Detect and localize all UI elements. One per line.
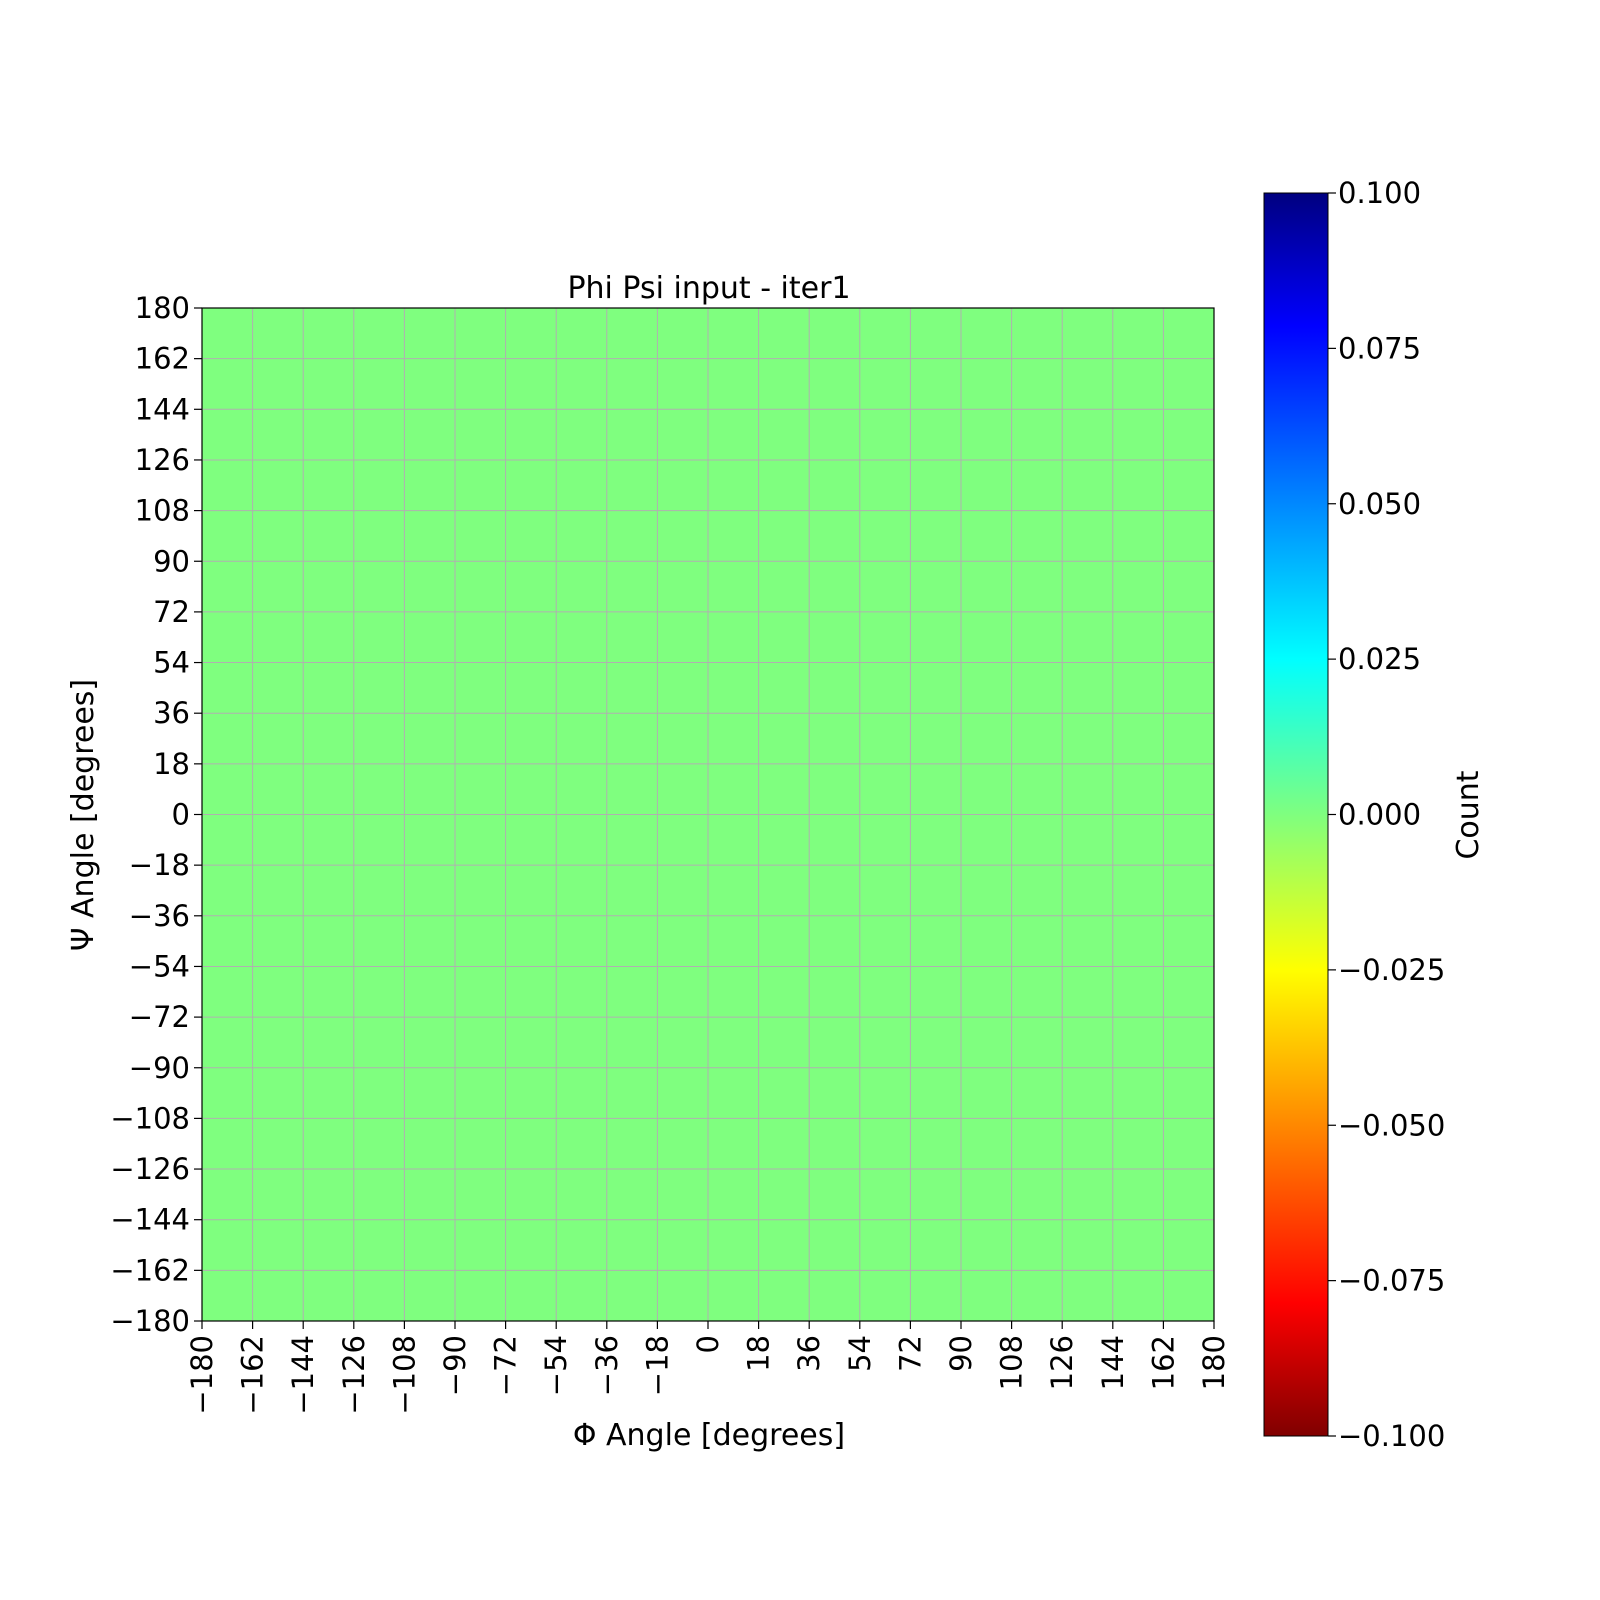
x-tick-label: −144	[286, 1335, 320, 1415]
y-tick-label: −126	[110, 1152, 190, 1186]
colorbar-tick-label: −0.075	[1338, 1264, 1445, 1298]
x-tick-label: −126	[337, 1335, 371, 1415]
y-tick-label: 36	[153, 696, 190, 730]
x-tick-label: −90	[438, 1335, 472, 1396]
y-tick-label: −36	[129, 899, 190, 933]
colorbar-tick-label: 0.100	[1338, 176, 1421, 210]
y-tick-label: −144	[110, 1203, 190, 1237]
y-tick-label: 72	[153, 595, 190, 629]
y-tick-label: 144	[135, 392, 190, 426]
y-tick-label: −180	[110, 1304, 190, 1338]
x-tick-label: 18	[742, 1335, 776, 1372]
x-tick-label: −54	[539, 1335, 573, 1396]
y-tick-label: −72	[129, 1000, 190, 1034]
y-tick-label: 90	[153, 544, 190, 578]
x-axis: −180 −162 −144 −126 −108 −90 −72 −54 −36 −18 0 18 36…	[185, 1321, 1231, 1415]
colorbar-tick-label: −0.050	[1338, 1108, 1445, 1142]
x-tick-label: 54	[843, 1335, 877, 1372]
y-tick-label: −54	[129, 949, 190, 983]
x-tick-label: 72	[893, 1335, 927, 1372]
y-axis: −180−162−144−126−108−90−72−54−36−1801836…	[110, 291, 202, 1338]
colorbar-fill	[1263, 192, 1329, 1437]
y-tick-label: 126	[135, 443, 190, 477]
x-tick-label: −18	[640, 1335, 674, 1396]
x-tick-label: −108	[387, 1335, 421, 1415]
colorbar-label: Count	[1451, 770, 1486, 859]
y-tick-label: 0	[172, 798, 190, 832]
y-tick-label: −18	[129, 848, 190, 882]
y-tick-label: 108	[135, 494, 190, 528]
colorbar-ticks: 0.100 0.075 0.050 0.025 0.000 −0.025 −0.050 −0.…	[1328, 176, 1445, 1453]
y-tick-label: 18	[153, 747, 190, 781]
x-tick-label: −36	[590, 1335, 624, 1396]
colorbar-tick-label: −0.100	[1338, 1419, 1445, 1453]
y-tick-label: 180	[135, 291, 190, 325]
x-tick-label: 0	[691, 1335, 725, 1353]
plot-area	[201, 307, 1215, 1322]
y-tick-label: 54	[153, 646, 190, 680]
x-tick-label: 36	[792, 1335, 826, 1372]
chart-title: Phi Psi input - iter1	[567, 271, 850, 306]
colorbar-tick-label: 0.050	[1338, 487, 1421, 521]
x-tick-label: 108	[995, 1335, 1029, 1390]
x-tick-label: −180	[185, 1335, 219, 1415]
colorbar-tick-label: 0.075	[1338, 331, 1421, 365]
x-tick-label: −72	[489, 1335, 523, 1396]
x-tick-label: −162	[236, 1335, 270, 1415]
y-tick-label: −162	[110, 1253, 190, 1287]
colorbar-tick-label: −0.025	[1338, 953, 1445, 987]
x-tick-label: 162	[1146, 1335, 1180, 1390]
colorbar-tick-label: 0.025	[1338, 642, 1421, 676]
grid-lines	[202, 308, 1214, 1321]
y-tick-label: 162	[135, 342, 190, 376]
x-tick-label: 126	[1045, 1335, 1079, 1390]
colorbar: 0.100 0.075 0.050 0.025 0.000 −0.025 −0.050 −0.…	[1263, 176, 1486, 1453]
x-tick-label: 90	[944, 1335, 978, 1372]
y-axis-label: Ψ Angle [degrees]	[66, 679, 101, 951]
y-tick-label: −90	[129, 1051, 190, 1085]
x-tick-label: 144	[1096, 1335, 1130, 1390]
x-axis-label: Φ Angle [degrees]	[573, 1418, 845, 1453]
colorbar-tick-label: 0.000	[1338, 798, 1421, 832]
y-tick-label: −108	[110, 1101, 190, 1135]
x-tick-label: 180	[1197, 1335, 1231, 1390]
